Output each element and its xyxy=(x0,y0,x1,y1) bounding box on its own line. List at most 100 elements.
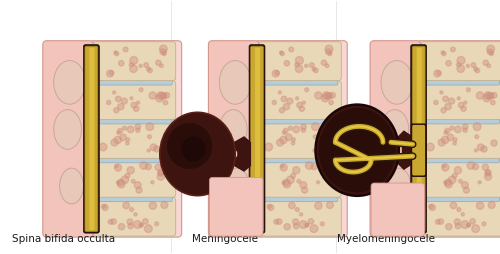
Circle shape xyxy=(159,92,166,99)
Circle shape xyxy=(454,167,462,174)
Circle shape xyxy=(454,219,460,225)
Circle shape xyxy=(454,138,457,141)
FancyBboxPatch shape xyxy=(250,46,264,232)
Circle shape xyxy=(461,106,466,112)
Circle shape xyxy=(436,219,440,224)
Circle shape xyxy=(300,213,302,216)
Circle shape xyxy=(304,64,308,68)
FancyBboxPatch shape xyxy=(210,177,263,236)
FancyBboxPatch shape xyxy=(97,76,172,85)
FancyBboxPatch shape xyxy=(420,158,500,197)
Circle shape xyxy=(326,49,332,55)
Circle shape xyxy=(314,92,322,99)
Ellipse shape xyxy=(220,60,251,104)
Circle shape xyxy=(305,223,308,227)
FancyBboxPatch shape xyxy=(259,119,342,158)
Circle shape xyxy=(464,187,469,193)
Circle shape xyxy=(302,128,306,132)
Circle shape xyxy=(463,128,468,132)
Circle shape xyxy=(267,204,272,209)
Circle shape xyxy=(139,88,143,92)
Circle shape xyxy=(282,131,286,134)
Circle shape xyxy=(139,64,142,68)
FancyBboxPatch shape xyxy=(249,45,265,233)
Circle shape xyxy=(444,181,447,184)
Circle shape xyxy=(272,100,276,105)
Circle shape xyxy=(118,179,124,186)
Circle shape xyxy=(148,68,152,73)
Circle shape xyxy=(445,103,452,110)
Circle shape xyxy=(148,135,152,139)
Circle shape xyxy=(296,102,302,108)
FancyBboxPatch shape xyxy=(259,158,342,197)
FancyBboxPatch shape xyxy=(255,48,260,230)
Circle shape xyxy=(453,141,456,145)
Circle shape xyxy=(328,52,332,56)
Circle shape xyxy=(322,60,327,66)
Circle shape xyxy=(444,131,448,134)
Circle shape xyxy=(457,56,465,64)
Circle shape xyxy=(122,98,128,104)
Ellipse shape xyxy=(54,60,86,104)
Circle shape xyxy=(160,49,166,55)
Circle shape xyxy=(161,201,168,209)
Circle shape xyxy=(310,63,314,67)
Circle shape xyxy=(284,128,288,133)
Circle shape xyxy=(136,128,140,132)
Circle shape xyxy=(306,162,313,169)
Circle shape xyxy=(457,65,464,72)
Circle shape xyxy=(102,204,105,209)
Circle shape xyxy=(276,219,282,224)
Circle shape xyxy=(114,51,117,54)
Circle shape xyxy=(280,164,287,171)
FancyBboxPatch shape xyxy=(259,81,342,119)
Circle shape xyxy=(122,126,126,130)
FancyBboxPatch shape xyxy=(97,154,172,163)
Circle shape xyxy=(438,139,445,146)
Circle shape xyxy=(434,70,441,77)
Circle shape xyxy=(160,64,164,68)
FancyBboxPatch shape xyxy=(370,41,420,237)
Circle shape xyxy=(147,149,150,152)
Circle shape xyxy=(457,97,460,100)
Circle shape xyxy=(295,62,299,67)
Circle shape xyxy=(325,64,329,68)
Circle shape xyxy=(134,106,139,112)
Circle shape xyxy=(106,70,114,77)
Ellipse shape xyxy=(54,110,82,149)
Circle shape xyxy=(462,124,468,130)
Circle shape xyxy=(462,182,468,188)
FancyBboxPatch shape xyxy=(262,115,338,124)
Circle shape xyxy=(440,91,443,94)
Circle shape xyxy=(286,134,292,141)
Circle shape xyxy=(484,92,492,99)
Circle shape xyxy=(132,179,135,183)
Polygon shape xyxy=(396,130,412,170)
Circle shape xyxy=(110,71,114,75)
Circle shape xyxy=(486,169,491,175)
FancyBboxPatch shape xyxy=(416,48,422,230)
Circle shape xyxy=(130,208,134,212)
Circle shape xyxy=(164,140,170,146)
Circle shape xyxy=(492,92,497,98)
Circle shape xyxy=(464,101,467,104)
FancyBboxPatch shape xyxy=(420,119,500,158)
Circle shape xyxy=(490,100,495,105)
Circle shape xyxy=(130,97,133,100)
Circle shape xyxy=(457,208,461,212)
Circle shape xyxy=(491,140,497,146)
Circle shape xyxy=(426,143,434,151)
Circle shape xyxy=(157,92,164,99)
Circle shape xyxy=(144,63,148,67)
Circle shape xyxy=(287,176,294,183)
Circle shape xyxy=(284,224,290,230)
Circle shape xyxy=(118,180,125,188)
Circle shape xyxy=(312,123,320,131)
Circle shape xyxy=(324,170,329,176)
Circle shape xyxy=(437,71,441,75)
Circle shape xyxy=(161,93,167,99)
Circle shape xyxy=(125,173,130,178)
Circle shape xyxy=(442,136,448,144)
Circle shape xyxy=(488,49,493,55)
Circle shape xyxy=(154,222,158,226)
